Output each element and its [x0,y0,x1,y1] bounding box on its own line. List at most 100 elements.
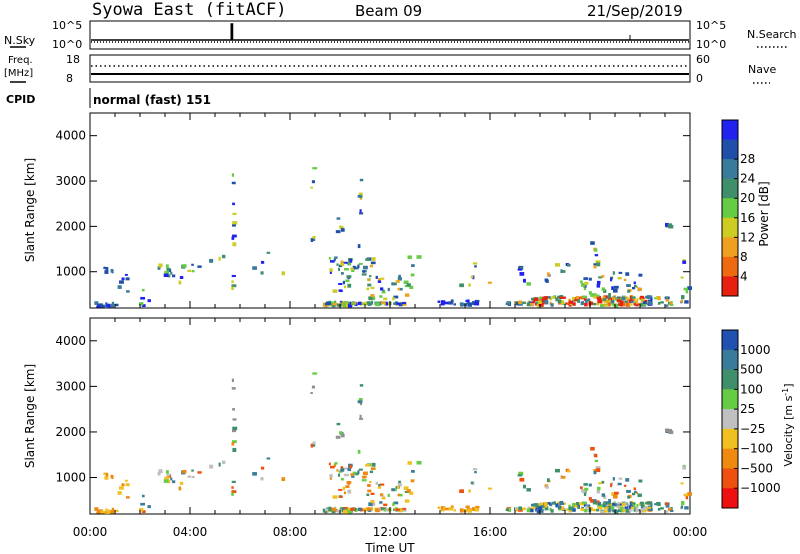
power-echo [665,296,669,300]
velocity-echo [547,478,550,482]
power-echo [357,194,362,198]
velocity-echo [344,473,349,477]
velocity-echo [139,508,144,512]
velocity-echo [587,504,591,508]
velocity-colorbar-tick-label: −25 [740,422,765,436]
nsearch-tick-low: 10^0 [696,38,726,51]
power-colorbar-segment [722,139,738,160]
velocity-echo [358,468,363,471]
velocity-echo [359,508,364,512]
power-echo [645,295,649,299]
power-echo [607,302,611,307]
power-echo [398,302,403,307]
velocity-echo [398,480,401,485]
velocity-echo [599,510,605,513]
power-echo [329,260,335,263]
power-echo [339,225,343,229]
power-echo [191,270,195,273]
velocity-echo [353,472,359,476]
power-echo [377,280,382,283]
power-colorbar-label: Power [dB] [757,181,771,246]
power-echo [391,282,395,286]
power-colorbar-segment [722,256,738,277]
power-echo [324,302,329,306]
velocity-echo [684,506,689,510]
power-echo [460,302,464,307]
power-echo [378,278,381,281]
power-echo [329,270,332,274]
velocity-echo [407,461,412,465]
velocity-echo [593,470,597,475]
power-echo [654,297,658,300]
power-echo [231,284,237,288]
velocity-echo [530,508,534,513]
power-echo [380,301,386,305]
nsky-trace [91,23,689,41]
velocity-echo [339,431,343,435]
power-echo [362,265,368,270]
power-echo [359,212,364,215]
power-echo [629,299,634,302]
power-echo [404,293,410,297]
time-axis-label: Time UT [364,541,415,554]
velocity-echo [343,509,346,514]
x-tick-label: 00:00 [73,525,108,539]
power-echo [680,299,684,303]
velocity-echo [231,486,234,489]
power-echo [619,304,624,307]
power-echo [588,291,592,295]
power-echo [601,275,605,278]
power-echo [363,301,369,306]
velocity-echo [191,469,194,472]
power-echo [383,297,388,301]
power-echo [468,283,471,287]
velocity-echo [347,509,353,514]
power-echo [603,304,609,307]
power-echo [366,301,371,305]
velocity-echo [339,495,343,498]
velocity-echo [387,508,390,512]
velocity-echo [612,477,615,481]
power-colorbar-segment [722,159,738,180]
velocity-echo [657,507,661,511]
noise-panel-frame [89,20,691,50]
velocity-echo [545,485,549,489]
velocity-echo [346,481,352,484]
velocity-echo [367,489,372,493]
velocity-echo [231,490,237,494]
power-echo [252,266,257,270]
power-echo [546,296,551,299]
power-echo [667,223,672,227]
velocity-echo [178,486,182,491]
power-echo [594,254,599,257]
power-echo [329,268,333,272]
power-echo [602,298,607,301]
power-echo [172,274,176,278]
power-echo [613,288,618,293]
velocity-echo [560,506,564,511]
velocity-echo [573,508,576,512]
velocity-echo [601,493,606,497]
power-echo [342,280,346,285]
power-echo [359,302,364,306]
x-tick-label: 20:00 [573,525,608,539]
velocity-echo [634,507,638,511]
power-colorbar-segment [722,217,738,238]
velocity-echo [94,507,99,511]
velocity-echo [209,464,214,469]
velocity-echo [382,495,385,499]
power-echo [100,304,105,308]
power-echo [536,304,540,308]
velocity-echo [680,482,684,485]
power-echo [166,267,171,271]
velocity-echo [583,493,587,497]
velocity-echo [370,499,375,503]
velocity-echo [147,505,151,509]
power-echo [367,283,372,287]
power-echo [669,302,672,306]
velocity-echo [312,372,318,375]
velocity-echo [361,479,367,482]
power-echo [94,301,99,305]
power-echo [368,275,372,278]
power-echo [683,287,688,291]
